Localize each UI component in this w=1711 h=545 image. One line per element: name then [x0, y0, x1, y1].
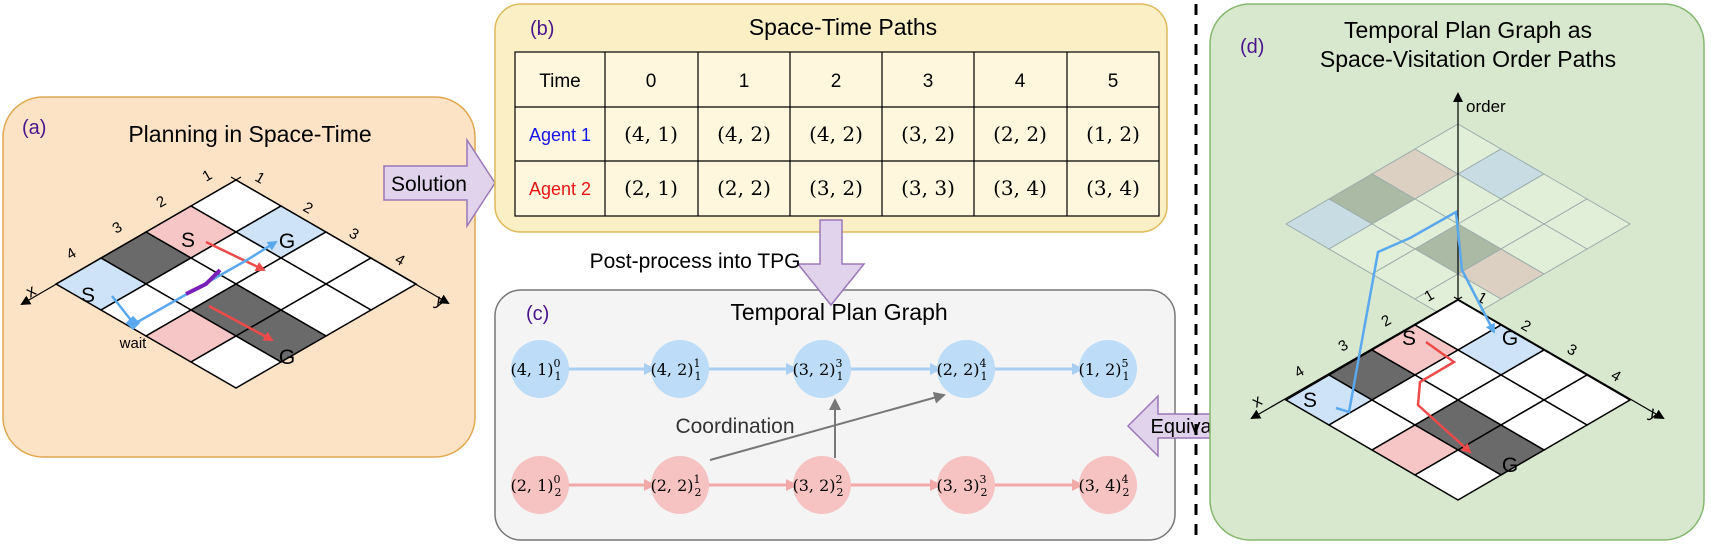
- panel-d-letter: (d): [1240, 36, 1264, 58]
- tpg-node-agent1: [511, 340, 569, 398]
- agent1-label: Agent 1: [529, 125, 591, 145]
- panel-a-title: Planning in Space-Time: [128, 121, 371, 147]
- tpg-node-agent2: [511, 456, 569, 514]
- tpg-node-label: (3, 2)3 1: [792, 357, 843, 383]
- start-label-blue: S: [81, 284, 95, 307]
- tpg-node-label: (2, 1)0 2: [510, 473, 561, 499]
- solution-arrow: [383, 137, 496, 229]
- tpg-node-agent1: [651, 340, 709, 398]
- panel-d-title-line1: Temporal Plan Graph as: [1344, 17, 1592, 43]
- tpg-node-agent2: [1079, 456, 1137, 514]
- coordination-label: Coordination: [675, 415, 794, 438]
- grid-a: [54, 179, 418, 389]
- agent2-path-d: [1416, 340, 1472, 454]
- goal-label-blue: G: [279, 230, 295, 253]
- agent1-cell: (4, 1): [624, 122, 678, 146]
- tpg-node-agent1: [937, 340, 995, 398]
- panel-c: (c) Temporal Plan Graph Coordination (4,…: [494, 289, 1176, 541]
- agent2-cell: (3, 4): [993, 176, 1047, 200]
- agent2-cell: (2, 1): [624, 176, 678, 200]
- table-header-0: 0: [646, 71, 657, 92]
- tpg-node-label: (2, 2)1 2: [650, 473, 701, 499]
- agent2-cell: (3, 3): [901, 176, 955, 200]
- wait-label: wait: [119, 335, 148, 352]
- tpg-node-agent2: [937, 456, 995, 514]
- agent1-cell: (2, 2): [993, 122, 1047, 146]
- tpg-node-agent2: [651, 456, 709, 514]
- goal-label-blue-d: G: [1502, 327, 1518, 350]
- tpg-node-label: (1, 2)5 1: [1078, 357, 1129, 383]
- y-axis-d: [1453, 296, 1665, 420]
- panel-a: (a) Planning in Space-Time x y 1: [2, 96, 476, 458]
- agent1-cell: (1, 2): [1086, 122, 1140, 146]
- solution-label: Solution: [391, 173, 467, 196]
- panel-d: (d) Temporal Plan Graph as Space-Visitat…: [1209, 3, 1705, 541]
- agent2-cell: (3, 4): [1086, 176, 1140, 200]
- x-axis-d: [1250, 296, 1463, 419]
- table-header-2: 2: [831, 71, 842, 92]
- start-label-pink-d: S: [1402, 327, 1416, 350]
- tpg-node-label: (4, 1)0 1: [510, 357, 561, 383]
- order-axis-label: order: [1466, 97, 1506, 116]
- panel-c-title: Temporal Plan Graph: [730, 299, 947, 325]
- space-time-table: Time 0 1 2 3 4 5 Agent 1 (4, 1) (4, 2) (…: [514, 51, 1160, 217]
- goal-label-pink: G: [279, 346, 295, 369]
- agent2-cell: (2, 2): [717, 176, 771, 200]
- grid-cell: [189, 335, 283, 389]
- agent2-cell: (3, 2): [809, 176, 863, 200]
- start-label-blue-d: S: [1303, 389, 1317, 412]
- tpg-node-label: (2, 2)4 1: [936, 357, 987, 383]
- tpg-node-label: (3, 3)3 2: [936, 473, 987, 499]
- table-header-4: 4: [1015, 71, 1026, 92]
- panel-b-title: Space-Time Paths: [749, 14, 937, 40]
- tpg-node-label: (4, 2)1 1: [650, 357, 701, 383]
- panel-a-letter: (a): [22, 117, 46, 139]
- tpg-node-agent1: [1079, 340, 1137, 398]
- postprocess-arrow: [796, 219, 866, 307]
- goal-label-pink-d: G: [1502, 454, 1518, 477]
- agent1-cell: (4, 2): [717, 122, 771, 146]
- panel-b-letter: (b): [530, 18, 554, 40]
- agent2-path-a2: [208, 304, 274, 342]
- agent1-path-d: [1335, 209, 1496, 414]
- x-axis-a: [20, 176, 242, 306]
- tpg-node-agent2: [793, 456, 851, 514]
- order-plane: [1285, 123, 1631, 325]
- shared-edge-a: [185, 268, 222, 296]
- panel-d-title-line2: Space-Visitation Order Paths: [1320, 46, 1616, 72]
- panel-b: (b) Space-Time Paths Time 0 1 2 3 4 5 Ag…: [494, 3, 1168, 233]
- agent2-path-a: [205, 240, 266, 272]
- coordination-edge: [709, 391, 946, 461]
- wait-marker: [125, 315, 141, 331]
- panel-c-letter: (c): [526, 303, 549, 325]
- agent1-cell: (4, 2): [809, 122, 863, 146]
- tpg-node-label: (3, 2)2 2: [792, 473, 843, 499]
- postprocess-label: Post-process into TPG: [590, 250, 801, 273]
- tpg-node-agent1: [793, 340, 851, 398]
- table-header-1: 1: [739, 71, 750, 92]
- agent1-cell: (3, 2): [901, 122, 955, 146]
- y-axis-a: [230, 176, 450, 305]
- tpg-node-label: (3, 4)4 2: [1078, 473, 1129, 499]
- table-header-5: 5: [1108, 71, 1119, 92]
- start-label-pink: S: [181, 229, 195, 252]
- table-header-3: 3: [923, 71, 934, 92]
- agent2-label: Agent 2: [529, 179, 591, 199]
- table-header-time: Time: [539, 71, 581, 92]
- grid-d: [1284, 299, 1632, 501]
- grid-cell: [1413, 449, 1503, 501]
